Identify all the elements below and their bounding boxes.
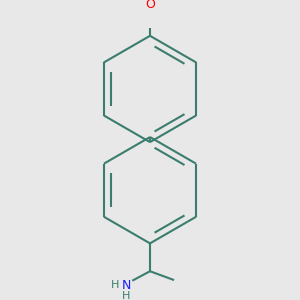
Text: H: H [122, 291, 130, 300]
Text: H: H [111, 280, 119, 290]
Text: O: O [145, 0, 155, 11]
Text: N: N [121, 279, 130, 292]
